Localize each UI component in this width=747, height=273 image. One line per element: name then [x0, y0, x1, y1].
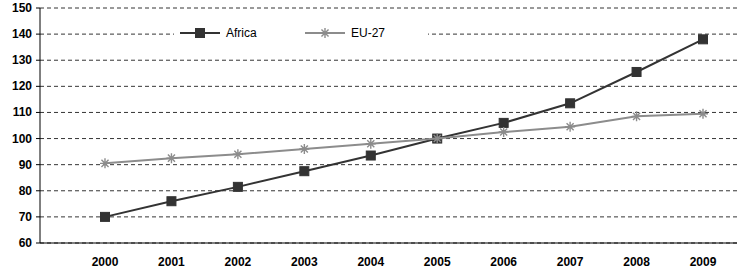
marker-star [632, 111, 642, 121]
grid-line [40, 86, 737, 87]
y-tick [36, 60, 40, 61]
marker-square [699, 35, 708, 44]
y-tick [36, 112, 40, 113]
y-tick [36, 190, 40, 191]
marker-star [499, 127, 509, 137]
marker-star [166, 153, 176, 163]
y-tick-label: 150 [12, 1, 32, 15]
y-tick [36, 138, 40, 139]
grid-line [40, 138, 737, 139]
y-tick [36, 8, 40, 9]
y-tick-label: 120 [12, 79, 32, 93]
grid-line [40, 112, 737, 113]
x-tick-label: 2005 [424, 255, 451, 269]
grid-line [40, 190, 737, 191]
chart-container: 60 70 80 90 100 110 120 130 140 150 2000 2001 2002 20… [0, 0, 747, 273]
grid-line [40, 8, 737, 9]
marker-square [101, 212, 110, 221]
marker-star [100, 158, 110, 168]
marker-square [632, 67, 641, 76]
x-axis [40, 243, 737, 244]
legend-label: EU-27 [351, 26, 385, 40]
marker-star [432, 134, 442, 144]
y-tick-label: 60 [19, 236, 33, 250]
x-tick-label: 2009 [690, 255, 717, 269]
legend-marker [196, 29, 205, 38]
marker-star [299, 144, 309, 154]
x-tick-label: 2004 [357, 255, 384, 269]
marker-square [366, 151, 375, 160]
marker-square [499, 118, 508, 127]
y-tick-label: 140 [12, 27, 32, 41]
y-tick [36, 243, 40, 244]
legend-marker [320, 28, 330, 38]
marker-star [233, 149, 243, 159]
y-tick [36, 86, 40, 87]
marker-square [233, 182, 242, 191]
y-tick-label: 110 [13, 105, 33, 119]
legend-label: Africa [226, 26, 257, 40]
x-tick-label: 2001 [158, 255, 185, 269]
legend: Africa EU-27 [174, 24, 428, 42]
series-line [105, 114, 703, 164]
y-axis [40, 8, 41, 243]
grid-line [40, 164, 737, 165]
plot-area [100, 35, 708, 222]
y-tick [36, 164, 40, 165]
y-tick-label: 90 [19, 158, 33, 172]
marker-square [566, 99, 575, 108]
marker-square [300, 167, 309, 176]
y-tick-label: 130 [12, 53, 32, 67]
y-tick [36, 216, 40, 217]
marker-square [433, 134, 442, 143]
x-tick-label: 2006 [490, 255, 517, 269]
y-tick-label: 70 [19, 210, 33, 224]
y-tick-label: 80 [19, 184, 33, 198]
grid-line [40, 216, 737, 217]
x-tick-label: 2003 [291, 255, 318, 269]
x-tick-label: 2000 [92, 255, 119, 269]
x-tick-label: 2007 [557, 255, 584, 269]
grid-line [40, 60, 737, 61]
legend-background [174, 24, 428, 42]
series-line [105, 39, 703, 217]
x-tick-label: 2002 [225, 255, 252, 269]
chart-svg: 60 70 80 90 100 110 120 130 140 150 2000 2001 2002 20… [0, 0, 747, 273]
y-tick [36, 34, 40, 35]
marker-star [366, 139, 376, 149]
marker-star [565, 122, 575, 132]
marker-square [167, 197, 176, 206]
marker-star [698, 109, 708, 119]
x-tick-label: 2008 [623, 255, 650, 269]
y-tick-label: 100 [12, 132, 32, 146]
grid-line [40, 243, 737, 244]
